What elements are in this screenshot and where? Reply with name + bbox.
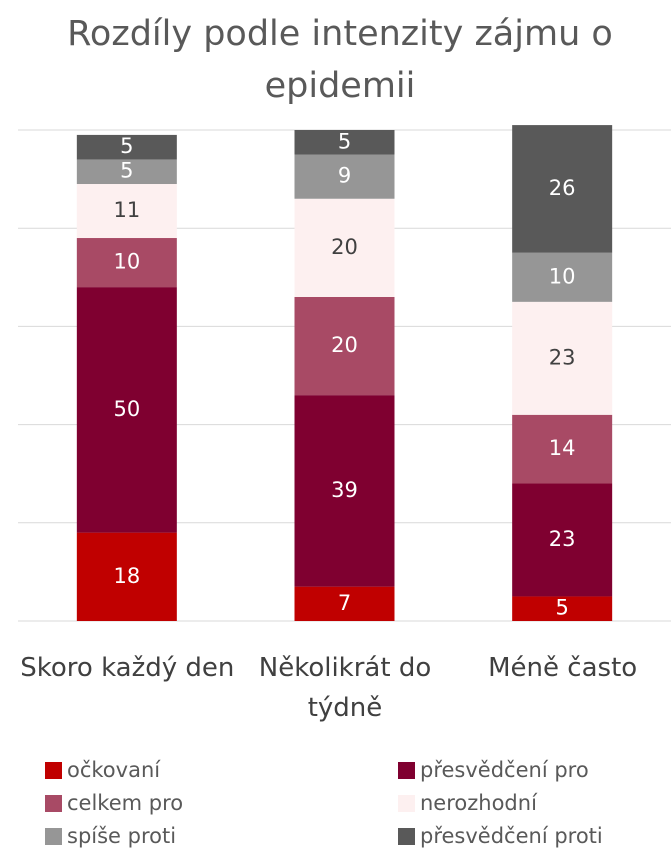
data-label: 5 xyxy=(120,134,133,158)
data-label: 14 xyxy=(549,436,576,460)
bar-segment xyxy=(76,159,177,185)
legend-label: celkem pro xyxy=(67,791,184,815)
legend-item: spíše proti xyxy=(45,824,176,848)
bar-segment xyxy=(512,596,613,621)
data-label: 18 xyxy=(113,564,140,588)
chart-title: Rozdíly podle intenzity zájmu o epidemii xyxy=(67,14,613,106)
legend-swatch xyxy=(45,794,62,812)
legend-swatch xyxy=(398,827,415,845)
bar-segment xyxy=(512,252,613,302)
legend-label: očkovaní xyxy=(67,758,161,782)
legend-label: přesvědčení proti xyxy=(420,824,603,848)
bar-segment xyxy=(76,184,177,239)
legend-swatch xyxy=(398,761,415,779)
legend-swatch xyxy=(45,827,62,845)
data-label: 23 xyxy=(549,345,576,369)
data-label: 26 xyxy=(549,176,576,200)
legend-swatch xyxy=(398,794,415,812)
legend-swatch xyxy=(45,761,62,779)
bar-segment xyxy=(294,586,395,621)
data-label: 11 xyxy=(113,198,140,222)
legend-item: nerozhodní xyxy=(398,791,537,815)
data-label: 23 xyxy=(549,527,576,551)
data-label: 20 xyxy=(331,235,358,259)
bar-segment xyxy=(512,483,613,597)
bar-segment xyxy=(76,238,177,288)
data-label: 5 xyxy=(338,129,351,153)
bar-segment xyxy=(76,287,177,533)
bar-segment xyxy=(76,532,177,621)
legend-label: přesvědčení pro xyxy=(420,758,589,782)
x-tick-label: Méně často xyxy=(488,653,638,683)
bar-segment xyxy=(294,130,395,155)
legend-label: spíše proti xyxy=(67,824,177,848)
bar-segment xyxy=(512,125,613,253)
x-tick-label: Několikrát do týdně xyxy=(258,653,432,723)
data-label: 39 xyxy=(331,478,358,502)
bar-segment xyxy=(294,395,395,587)
bar-segment xyxy=(294,198,395,297)
data-label: 5 xyxy=(120,159,133,183)
bar-segment xyxy=(512,301,613,415)
data-label: 10 xyxy=(549,264,576,288)
data-label: 50 xyxy=(113,397,140,421)
legend-item: přesvědčení proti xyxy=(398,824,603,848)
data-label: 9 xyxy=(338,164,351,188)
x-tick-label: Skoro každý den xyxy=(20,653,235,683)
data-label: 10 xyxy=(113,250,140,274)
bar-segment xyxy=(76,134,177,160)
bar-segment xyxy=(294,154,395,199)
data-label: 5 xyxy=(555,596,568,620)
bar-segment xyxy=(294,296,395,396)
data-label: 20 xyxy=(331,333,358,357)
legend-item: očkovaní xyxy=(45,758,160,782)
bar-segment xyxy=(512,414,613,484)
legend-label: nerozhodní xyxy=(420,791,537,815)
data-label: 7 xyxy=(338,591,351,615)
legend-item: přesvědčení pro xyxy=(398,758,589,782)
legend-item: celkem pro xyxy=(45,791,183,815)
